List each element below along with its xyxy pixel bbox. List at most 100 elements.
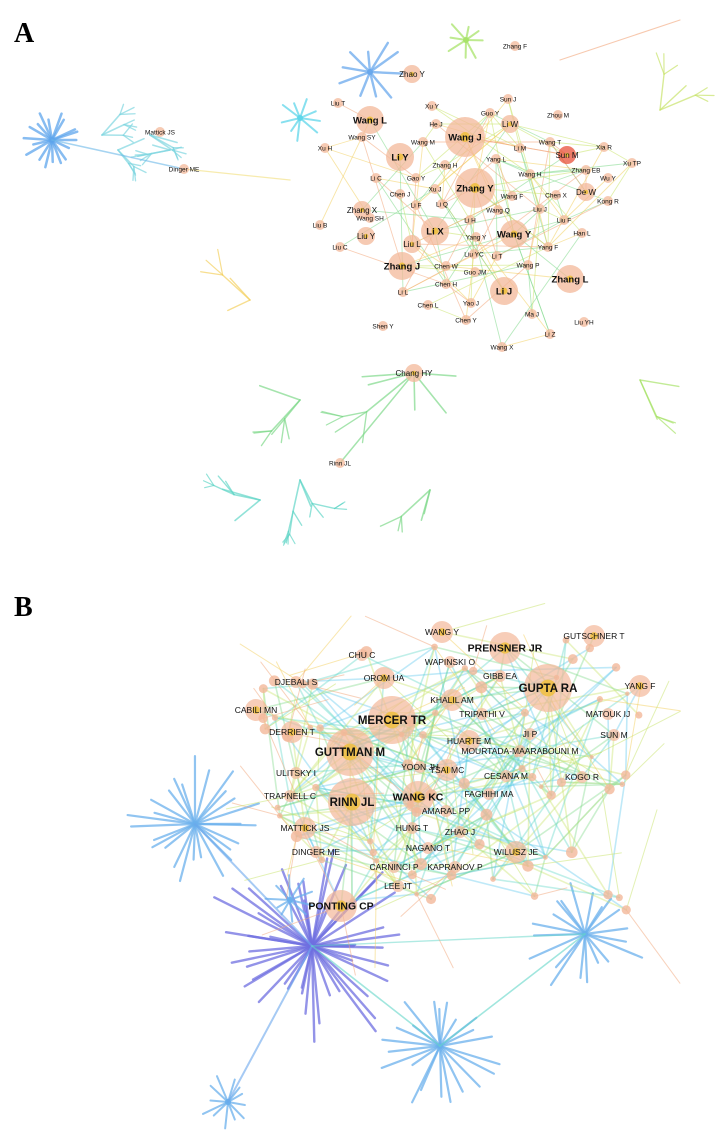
panel-b-label-hung-t: HUNG T: [396, 823, 428, 833]
panel-a-left-branch: [171, 149, 187, 155]
panel-a-right-tree: [663, 64, 679, 75]
network-edge: [608, 734, 615, 790]
panel-a-lower-tree: [280, 418, 286, 444]
network-edge: [410, 675, 501, 801]
panel-b-node-core-mattick-js: [301, 824, 309, 832]
panel-a-bottom-tree: [204, 484, 215, 489]
network-edge: [527, 852, 622, 867]
panel-b-node-carninci-p: [388, 861, 400, 873]
panel-b-minor-node: [518, 764, 526, 773]
panel-b-blue-hub-bottom-spoke: [387, 1044, 442, 1053]
panel-b-label-wapinski-o: WAPINSKI O: [425, 657, 476, 667]
panel-b-purple-hub-spoke: [283, 944, 314, 985]
panel-a-cyan-cluster-spoke: [290, 117, 301, 132]
panel-a-node-liu-yc: [469, 249, 479, 259]
panel-a-node-liu-yh: [579, 317, 589, 327]
panel-a-left-branch: [123, 123, 137, 131]
panel-a-left-branch: [117, 149, 135, 168]
network-edge: [485, 767, 523, 816]
panel-a-lower-tree: [341, 411, 368, 418]
panel-b-node-dinger-me: [310, 846, 322, 858]
panel-a-label-kong-r: Kong R: [597, 198, 619, 205]
network-edge: [529, 169, 587, 175]
panel-a-node-zhang-eb: [581, 165, 591, 175]
panel-a-label-li-q: Li Q: [436, 201, 448, 208]
network-edge: [350, 769, 448, 784]
panel-b-purple-hub-spoke: [310, 944, 377, 1020]
panel-b-blue-hub-bottom-spoke: [380, 1044, 442, 1070]
panel-a-node-core-liu-l: [409, 241, 415, 247]
panel-b-minor-node: [475, 681, 488, 694]
panel-a-left-branch: [171, 149, 182, 159]
panel-a-left-branch: [101, 113, 121, 136]
panel-a-green-cluster-spoke: [465, 25, 470, 41]
network-edge: [529, 733, 603, 779]
panel-b-label-faghihi-ma: FAGHIHI MA: [464, 789, 513, 799]
panel-b-blue-hub-mid-spoke: [289, 899, 314, 907]
network-edge: [231, 802, 281, 817]
network-edge: [264, 651, 368, 730]
network-edge: [239, 765, 298, 837]
network-edge: [565, 639, 640, 716]
panel-a-node-shen-y: [378, 321, 388, 331]
panel-a-label-xu-j: Xu J: [428, 186, 441, 193]
panel-b-label-chu-c: CHU C: [349, 650, 376, 660]
panel-a-bottom-tree: [400, 489, 431, 518]
network-edge: [225, 795, 291, 810]
panel-a-cyan-cluster-spoke: [299, 110, 317, 119]
panel-a-label-wang-l: Wang L: [353, 115, 387, 126]
network-edge: [547, 687, 573, 854]
panel-b-minor-node: [271, 714, 279, 721]
network-edge: [402, 253, 475, 293]
network-edge: [422, 711, 526, 736]
network-edge: [439, 933, 586, 1047]
panel-a-lower-tree: [253, 430, 273, 434]
panel-b-blue-hub-left-spoke: [193, 822, 225, 877]
panel-b-purple-hub-spoke: [310, 944, 377, 1033]
panel-b-minor-node: [528, 773, 537, 782]
network-edge: [607, 774, 627, 896]
panel-a-label-xu-h: Xu H: [318, 145, 333, 152]
panel-a-label-yao-j: Yao J: [463, 300, 479, 307]
panel-b-blue-hub-right-spoke: [528, 932, 587, 960]
panel-b-purple-hub-spoke: [248, 944, 314, 953]
network-edge: [441, 603, 546, 633]
panel-a-left-tree: [221, 274, 251, 301]
panel-b-blue-hub-bottom-spoke: [438, 1044, 495, 1075]
panel-b-blue-hub-right-spoke: [549, 932, 587, 987]
network-edge: [427, 246, 549, 306]
network-edge: [419, 766, 490, 795]
panel-b-minor-node: [635, 711, 643, 719]
network-edge: [470, 255, 498, 304]
network-edge: [527, 733, 531, 867]
network-edge: [544, 698, 601, 859]
panel-a-node-core-zhang-j: [398, 262, 406, 270]
panel-b-purple-hub-spoke: [310, 933, 401, 948]
panel-a-left-branch: [149, 134, 178, 144]
panel-a-node-chen-w: [441, 261, 451, 271]
panel-a-label-rinn-jl: Rinn JL: [329, 460, 351, 467]
panel-b-blue-hub-right-spoke: [583, 927, 629, 936]
network-edge: [393, 813, 488, 868]
panel-b-minor-node: [530, 892, 539, 900]
network-edge: [601, 792, 620, 899]
panel-a-node-liu-j: [535, 204, 545, 214]
panel-b-node-zhao-j: [454, 826, 466, 838]
panel-b-purple-hub-spoke: [231, 887, 314, 948]
network-edge: [411, 827, 481, 846]
panel-a-left-branch: [119, 106, 135, 116]
panel-a-node-wang-h: [525, 169, 535, 179]
network-edge: [445, 283, 472, 304]
panel-b-blue-hub-right-spoke: [583, 897, 613, 936]
panel-a-blue-cluster-spoke: [50, 118, 66, 142]
panel-b-blue-hub-right-spoke: [569, 882, 587, 936]
panel-a-bottom-tree: [282, 533, 291, 546]
panel-b-node-chu-c: [356, 649, 368, 661]
network-edge: [375, 874, 453, 910]
panel-a-top-cluster-spoke: [368, 50, 399, 74]
network-edge: [448, 740, 461, 833]
network-edge: [459, 711, 526, 833]
network-edge: [302, 646, 436, 685]
network-edge: [361, 209, 471, 221]
panel-a-node-core-wang-j: [460, 132, 470, 142]
